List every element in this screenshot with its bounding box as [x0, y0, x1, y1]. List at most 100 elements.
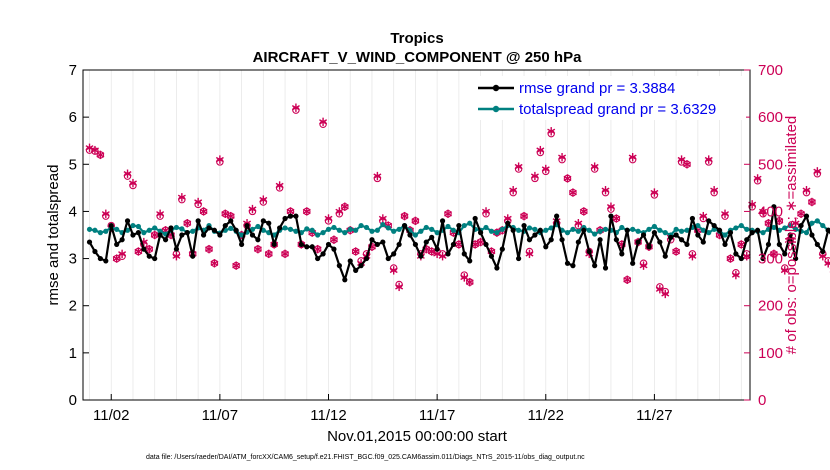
rmse-point: [798, 222, 804, 229]
rmse-point: [608, 213, 614, 219]
obs-assimilated-point: [156, 209, 165, 218]
rmse-point: [564, 260, 571, 266]
rmse-point: [689, 215, 696, 222]
totalspread-point: [173, 224, 180, 231]
rmse-point: [597, 237, 603, 243]
rmse-point: [456, 222, 462, 229]
y-tick-left-label: 2: [69, 298, 77, 315]
rmse-point: [711, 222, 717, 229]
rmse-point: [532, 232, 538, 238]
y-tick-right-label: 600: [758, 109, 783, 126]
rmse-point: [304, 244, 310, 250]
totalspread-point: [787, 222, 793, 229]
rmse-point: [510, 227, 516, 233]
totalspread-point: [282, 225, 288, 231]
totalspread-point: [646, 226, 652, 232]
totalspread-point: [657, 227, 663, 233]
rmse-point: [391, 251, 397, 257]
x-tick-label: 11/12: [310, 407, 346, 424]
rmse-point: [450, 241, 457, 248]
totalspread-point: [526, 225, 533, 231]
obs-assimilated-point: [183, 219, 192, 228]
rmse-point: [157, 232, 163, 238]
obs-assimilated-point: [96, 150, 105, 160]
rmse-point: [662, 253, 668, 259]
totalspread-point: [820, 222, 826, 229]
rmse-point: [249, 232, 256, 238]
rmse-point: [168, 225, 174, 231]
totalspread-point: [315, 232, 321, 238]
totalspread-point: [418, 228, 424, 234]
rmse-point: [146, 253, 152, 259]
obs-assimilated-point: [373, 171, 382, 181]
rmse-point: [554, 213, 560, 219]
rmse-point: [363, 255, 370, 262]
obs-assimilated-point: [411, 216, 420, 226]
rmse-point: [293, 213, 299, 219]
rmse-point: [114, 241, 120, 248]
obs-assimilated-point: [378, 214, 387, 223]
obs-assimilated-point: [683, 160, 691, 169]
rmse-point: [92, 248, 98, 255]
rmse-point: [173, 246, 180, 252]
obs-assimilated-point: [177, 193, 186, 202]
obs-assimilated-point: [134, 247, 143, 256]
rmse-point: [162, 237, 169, 243]
obs-assimilated-point: [699, 211, 708, 221]
rmse-point: [233, 227, 239, 233]
obs-assimilated-point: [145, 244, 154, 254]
obs-assimilated-point: [541, 164, 550, 174]
rmse-point: [505, 220, 511, 226]
y-axis-left-label: rmse and totalspread: [45, 165, 62, 306]
legend-rmse-label: rmse grand pr = 3.3884: [519, 80, 675, 97]
totalspread-point: [369, 228, 375, 234]
rmse-point: [602, 265, 609, 271]
rmse-point: [434, 246, 440, 252]
rmse-point: [331, 246, 337, 252]
obs-assimilated-point: [536, 145, 545, 155]
obs-assimilated-point: [460, 273, 469, 282]
rmse-point: [581, 227, 587, 233]
rmse-point: [195, 218, 201, 224]
rmse-point: [325, 241, 332, 248]
obs-assimilated-point: [215, 155, 224, 164]
totalspread-point: [391, 228, 397, 234]
obs-assimilated-point: [205, 244, 214, 254]
obs-assimilated-point: [677, 155, 686, 164]
obs-assimilated-point: [264, 249, 273, 259]
rmse-point: [358, 263, 364, 269]
obs-assimilated-point: [389, 266, 398, 275]
rmse-point: [266, 220, 272, 226]
obs-assimilated-point: [769, 249, 778, 259]
rmse-point: [640, 232, 647, 238]
totalspread-point: [700, 227, 706, 233]
obs-assimilated-point: [759, 207, 768, 216]
obs-assimilated-point: [661, 289, 670, 299]
rmse-point: [418, 253, 424, 259]
y-tick-right-label: 100: [758, 345, 783, 362]
legend-totalspread-marker: [492, 105, 500, 113]
rmse-point: [787, 232, 793, 238]
rmse-point: [803, 213, 810, 219]
obs-assimilated-point: [612, 214, 621, 223]
totalspread-point: [809, 220, 815, 226]
totalspread-point: [363, 224, 370, 231]
rmse-point: [423, 239, 429, 245]
y-tick-right-label: 0: [758, 392, 766, 409]
rmse-point: [347, 258, 353, 264]
totalspread-point: [494, 230, 500, 236]
totalspread-point: [532, 226, 538, 232]
rmse-point: [706, 218, 712, 224]
obs-assimilated-point: [476, 237, 485, 247]
y-tick-right-label: 300: [758, 251, 783, 268]
totalspread-point: [92, 227, 98, 233]
obs-assimilated-point: [650, 188, 659, 197]
rmse-point: [733, 251, 739, 257]
rmse-point: [722, 241, 728, 248]
totalspread-point: [179, 226, 185, 232]
totalspread-point: [814, 218, 820, 224]
rmse-point: [401, 222, 408, 229]
rmse-point: [776, 241, 782, 248]
totalspread-point: [733, 225, 739, 231]
rmse-point: [407, 232, 413, 238]
